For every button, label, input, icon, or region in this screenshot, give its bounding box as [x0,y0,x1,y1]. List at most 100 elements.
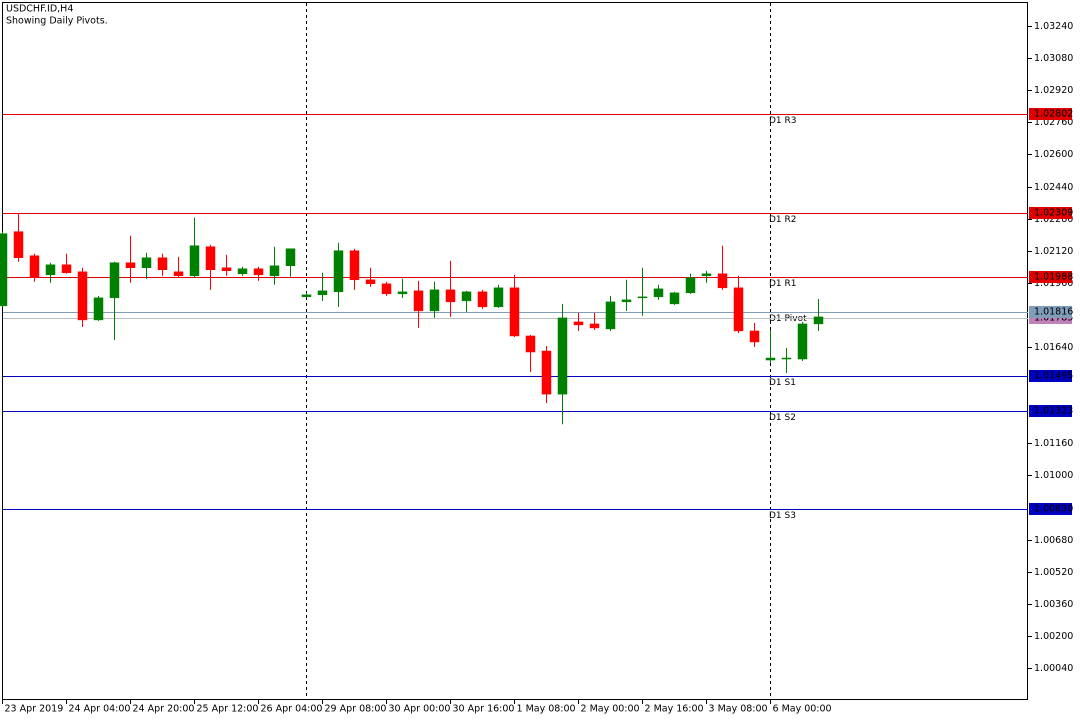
candle-body [493,287,504,308]
x-tick-label: 29 Apr 08:00 [325,704,387,715]
candle-body [141,257,152,269]
x-tick-label: 30 Apr 16:00 [453,704,515,715]
candle-body [77,271,88,321]
candle-body [765,357,776,361]
candle-body [125,262,136,269]
price-tag-label: 1.01323 [1034,406,1073,417]
y-tick-label: 1.02120 [1034,246,1073,257]
candle-body [733,287,744,332]
pivot-name: D1 S3 [769,511,796,521]
candle-body [445,289,456,303]
candle-body [61,264,72,274]
candle-body [541,350,552,395]
pivot-name: D1 R2 [769,215,797,225]
pivot-name: D1 S1 [769,378,796,388]
candle-body [301,294,312,298]
price-tag-label: 1.02802 [1034,109,1073,120]
price-tag-label: 1.01988 [1034,272,1073,283]
candle-body [653,288,664,298]
price-tag [1029,503,1072,515]
y-tick-label: 1.02920 [1034,85,1073,96]
candle-body [557,317,568,395]
candle-body [509,287,520,337]
price-tag [1029,405,1072,417]
plot-frame [2,2,1028,700]
y-tick-label: 1.00680 [1034,535,1073,546]
y-tick-label: 1.00520 [1034,567,1073,578]
y-tick-label: 1.02440 [1034,182,1073,193]
candle-body [477,291,488,308]
candle-body [93,297,104,321]
candle-body [0,233,8,307]
price-tag [1029,207,1072,219]
candle-body [605,301,616,330]
candle-body [413,290,424,312]
candle-body [29,255,40,279]
candle-body [429,289,440,312]
x-tick-label: 1 May 08:00 [517,704,576,715]
chart-title: USDCHF.ID,H4 [6,4,73,15]
candle-body [221,267,232,272]
candle-body [317,290,328,296]
price-tag-label: 1.01816 [1034,307,1073,318]
candle-body [797,323,808,360]
candle-body [285,248,296,267]
y-tick-label: 1.01960 [1034,278,1073,289]
x-tick-label: 24 Apr 04:00 [69,704,131,715]
candle-body [381,283,392,295]
x-tick-label: 23 Apr 2019 [5,704,64,715]
price-tag [1029,370,1072,382]
y-tick-label: 1.03080 [1034,53,1073,64]
y-tick-label: 1.01160 [1034,438,1073,449]
candle-body [365,279,376,285]
candle-body [685,277,696,294]
y-tick-label: 1.02280 [1034,214,1073,225]
y-tick-label: 1.00200 [1034,631,1073,642]
candle-body [813,316,824,325]
chart-subtitle: Showing Daily Pivots. [6,16,108,27]
candle-body [397,291,408,295]
candle-body [269,265,280,277]
candle-body [349,250,360,281]
price-tag-label: 1.00830 [1034,504,1073,515]
pivot-name: D1 R1 [769,279,797,289]
x-tick-label: 2 May 00:00 [581,704,640,715]
y-tick-label: 1.00040 [1034,663,1073,674]
candle-body [461,291,472,302]
pivot-name: D1 S2 [769,413,796,423]
y-tick-label: 1.00360 [1034,599,1073,610]
candle-body [173,271,184,277]
price-tag [1029,108,1072,120]
candle-body [13,231,24,258]
candle-body [621,299,632,303]
candle-body [573,321,584,326]
price-tag-label: 1.01495 [1034,371,1073,382]
candle-body [333,250,344,293]
candle-body [525,335,536,353]
candle-body [189,245,200,277]
candle-body [45,264,56,276]
price-tag [1029,306,1072,318]
candle-body [701,273,712,277]
x-tick-label: 25 Apr 12:00 [197,704,259,715]
candle-body [589,323,600,329]
y-tick-label: 1.01000 [1034,470,1073,481]
x-tick-label: 2 May 16:00 [645,704,704,715]
candle-body [253,268,264,276]
y-tick-label: 1.03240 [1034,21,1073,32]
candle-body [781,357,792,360]
candle-body [237,268,248,275]
candle-body [749,330,760,343]
candle-body [717,273,728,289]
price-tag [1029,271,1072,283]
x-tick-label: 3 May 08:00 [709,704,768,715]
price-tag-label: 1.02309 [1034,208,1073,219]
pivot-name: D1 R3 [769,116,797,126]
candle-body [205,246,216,271]
candle-body [637,296,648,299]
candle-body [669,292,680,305]
y-tick-label: 1.02600 [1034,149,1073,160]
x-tick-label: 30 Apr 00:00 [389,704,451,715]
